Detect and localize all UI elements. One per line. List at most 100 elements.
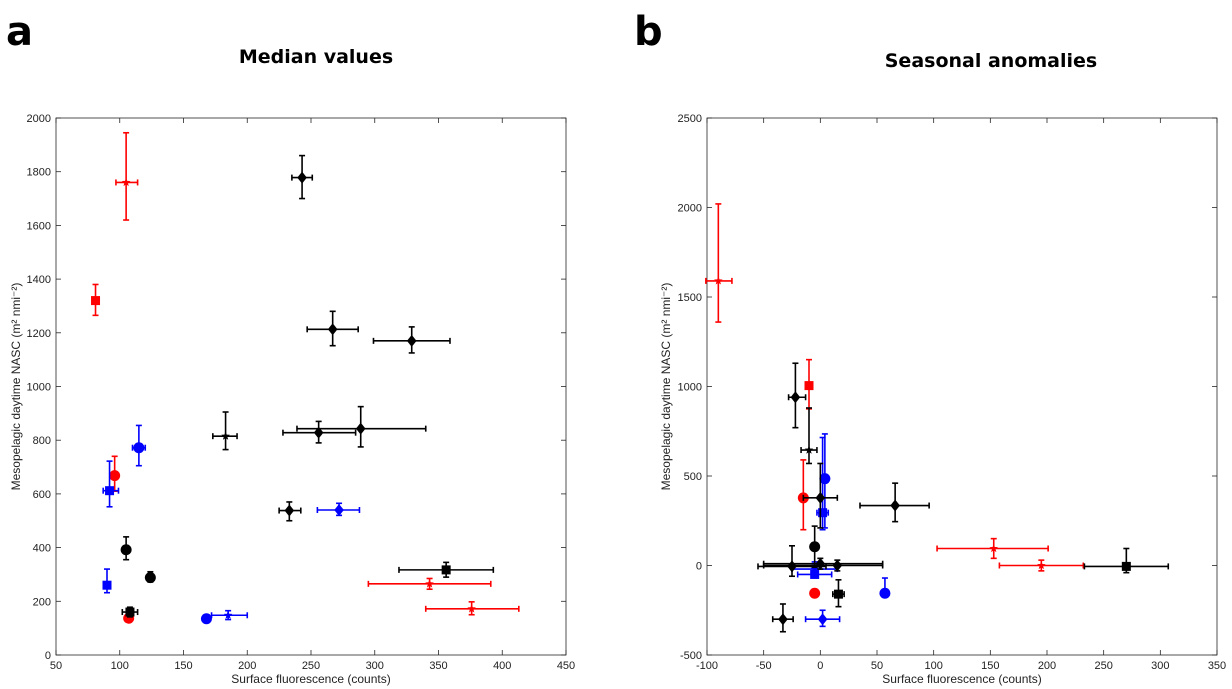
star-marker <box>1037 561 1046 570</box>
data-point-black-diamond <box>771 603 794 633</box>
x-tick-label: 200 <box>238 660 256 672</box>
diamond-marker <box>815 557 826 570</box>
y-tick-label: 1600 <box>27 220 51 232</box>
data-point-black-diamond <box>802 462 839 529</box>
data-point-black-diamond <box>291 154 314 200</box>
circle-marker <box>109 470 121 482</box>
star-marker <box>989 544 999 553</box>
x-tick-label: 100 <box>924 660 942 672</box>
x-tick-label: 100 <box>111 660 129 672</box>
data-point-red-square <box>91 283 101 317</box>
data-point-black-diamond <box>859 482 930 523</box>
data-point-black-diamond <box>787 362 807 429</box>
data-point-black-diamond <box>762 559 884 572</box>
data-point-blue-circle <box>879 577 891 599</box>
chart-title-b: Seasonal anomalies <box>884 50 1098 72</box>
x-tick-label: 300 <box>1151 660 1169 672</box>
data-point-black-diamond <box>282 420 357 444</box>
y-axis-label: Mesopelagic daytime NASC (m² nmi⁻²) <box>9 283 23 491</box>
y-tick-label: 2000 <box>27 113 51 125</box>
diamond-marker <box>832 559 843 572</box>
diamond-marker <box>817 613 828 626</box>
y-tick-label: 1500 <box>678 292 702 304</box>
data-point-red-star <box>367 577 492 591</box>
y-tick-label: 400 <box>33 543 51 555</box>
data-point-black-diamond <box>762 557 884 570</box>
x-tick-label: 350 <box>1208 660 1226 672</box>
diamond-marker <box>334 504 344 517</box>
square-marker <box>804 381 814 391</box>
data-point-black-circle <box>120 536 132 561</box>
x-tick-label: 0 <box>817 660 823 672</box>
panel-letter-b: b <box>634 9 663 55</box>
square-marker <box>91 296 101 306</box>
diamond-marker <box>406 334 417 347</box>
y-tick-label: 2500 <box>678 113 702 125</box>
x-tick-label: -50 <box>756 660 772 672</box>
data-point-blue-diamond <box>804 609 841 628</box>
diamond-marker <box>327 323 338 336</box>
star-marker <box>804 445 814 454</box>
circle-marker <box>144 572 156 584</box>
x-tick-label: 150 <box>981 660 999 672</box>
square-marker <box>102 580 112 590</box>
x-tick-label: 450 <box>557 660 575 672</box>
data-point-black-circle <box>809 525 821 569</box>
x-tick-label: 400 <box>493 660 511 672</box>
data-point-black-star <box>212 411 238 451</box>
y-tick-label: 1200 <box>27 328 51 340</box>
square-marker <box>833 589 843 599</box>
diamond-marker <box>284 504 295 517</box>
y-axis-label: Mesopelagic daytime NASC (m² nmi⁻²) <box>659 283 673 491</box>
circle-marker <box>809 587 821 599</box>
data-point-black-diamond <box>306 310 359 347</box>
circle-marker <box>200 613 212 625</box>
data-point-blue-star <box>210 609 249 621</box>
data-point-black-square <box>831 579 845 608</box>
data-point-black-diamond <box>278 501 302 522</box>
data-point-black-square <box>398 561 495 578</box>
x-axis-label: Surface fluorescence (counts) <box>882 672 1041 686</box>
square-marker <box>441 565 451 575</box>
star-marker <box>121 177 131 187</box>
y-tick-label: 2000 <box>678 203 702 215</box>
y-tick-label: 1800 <box>27 167 51 179</box>
data-point-red-star <box>998 559 1085 572</box>
data-point-black-square <box>121 606 139 618</box>
data-point-red-star <box>424 601 520 616</box>
data-point-red-square <box>804 358 814 410</box>
x-tick-label: 50 <box>871 660 883 672</box>
square-marker <box>810 569 820 579</box>
y-tick-label: 800 <box>33 435 51 447</box>
diamond-marker <box>355 422 366 435</box>
data-point-black-diamond <box>372 326 451 354</box>
circle-marker <box>133 442 145 454</box>
data-point-black-diamond <box>757 545 827 578</box>
x-tick-label: 200 <box>1038 660 1056 672</box>
star-marker <box>810 564 819 573</box>
data-point-blue-square <box>102 568 112 594</box>
panel-letter-a: a <box>6 9 33 55</box>
square-marker <box>105 486 115 496</box>
diamond-marker <box>790 391 801 404</box>
square-marker <box>818 508 828 518</box>
diamond-marker <box>313 426 324 439</box>
x-tick-label: -100 <box>696 660 718 672</box>
x-tick-label: 250 <box>302 660 320 672</box>
diamond-marker <box>890 499 900 512</box>
x-tick-label: 50 <box>50 660 62 672</box>
data-point-black-circle <box>144 570 156 584</box>
chart-a: 50 100 150 200 250 300 350 400 450 0 200 400 600 800 1… <box>9 113 575 686</box>
diamond-marker <box>787 560 797 573</box>
data-point-red-circle <box>809 587 821 599</box>
y-tick-label: 0 <box>696 561 702 573</box>
y-tick-label: 1000 <box>27 382 51 394</box>
y-tick-label: 1400 <box>27 274 51 286</box>
y-tick-label: 1000 <box>678 382 702 394</box>
y-tick-label: 200 <box>33 596 51 608</box>
plot-frame <box>55 117 567 656</box>
data-point-blue-circle <box>200 613 212 625</box>
star-marker <box>467 604 476 613</box>
data-point-blue-square <box>102 460 120 508</box>
